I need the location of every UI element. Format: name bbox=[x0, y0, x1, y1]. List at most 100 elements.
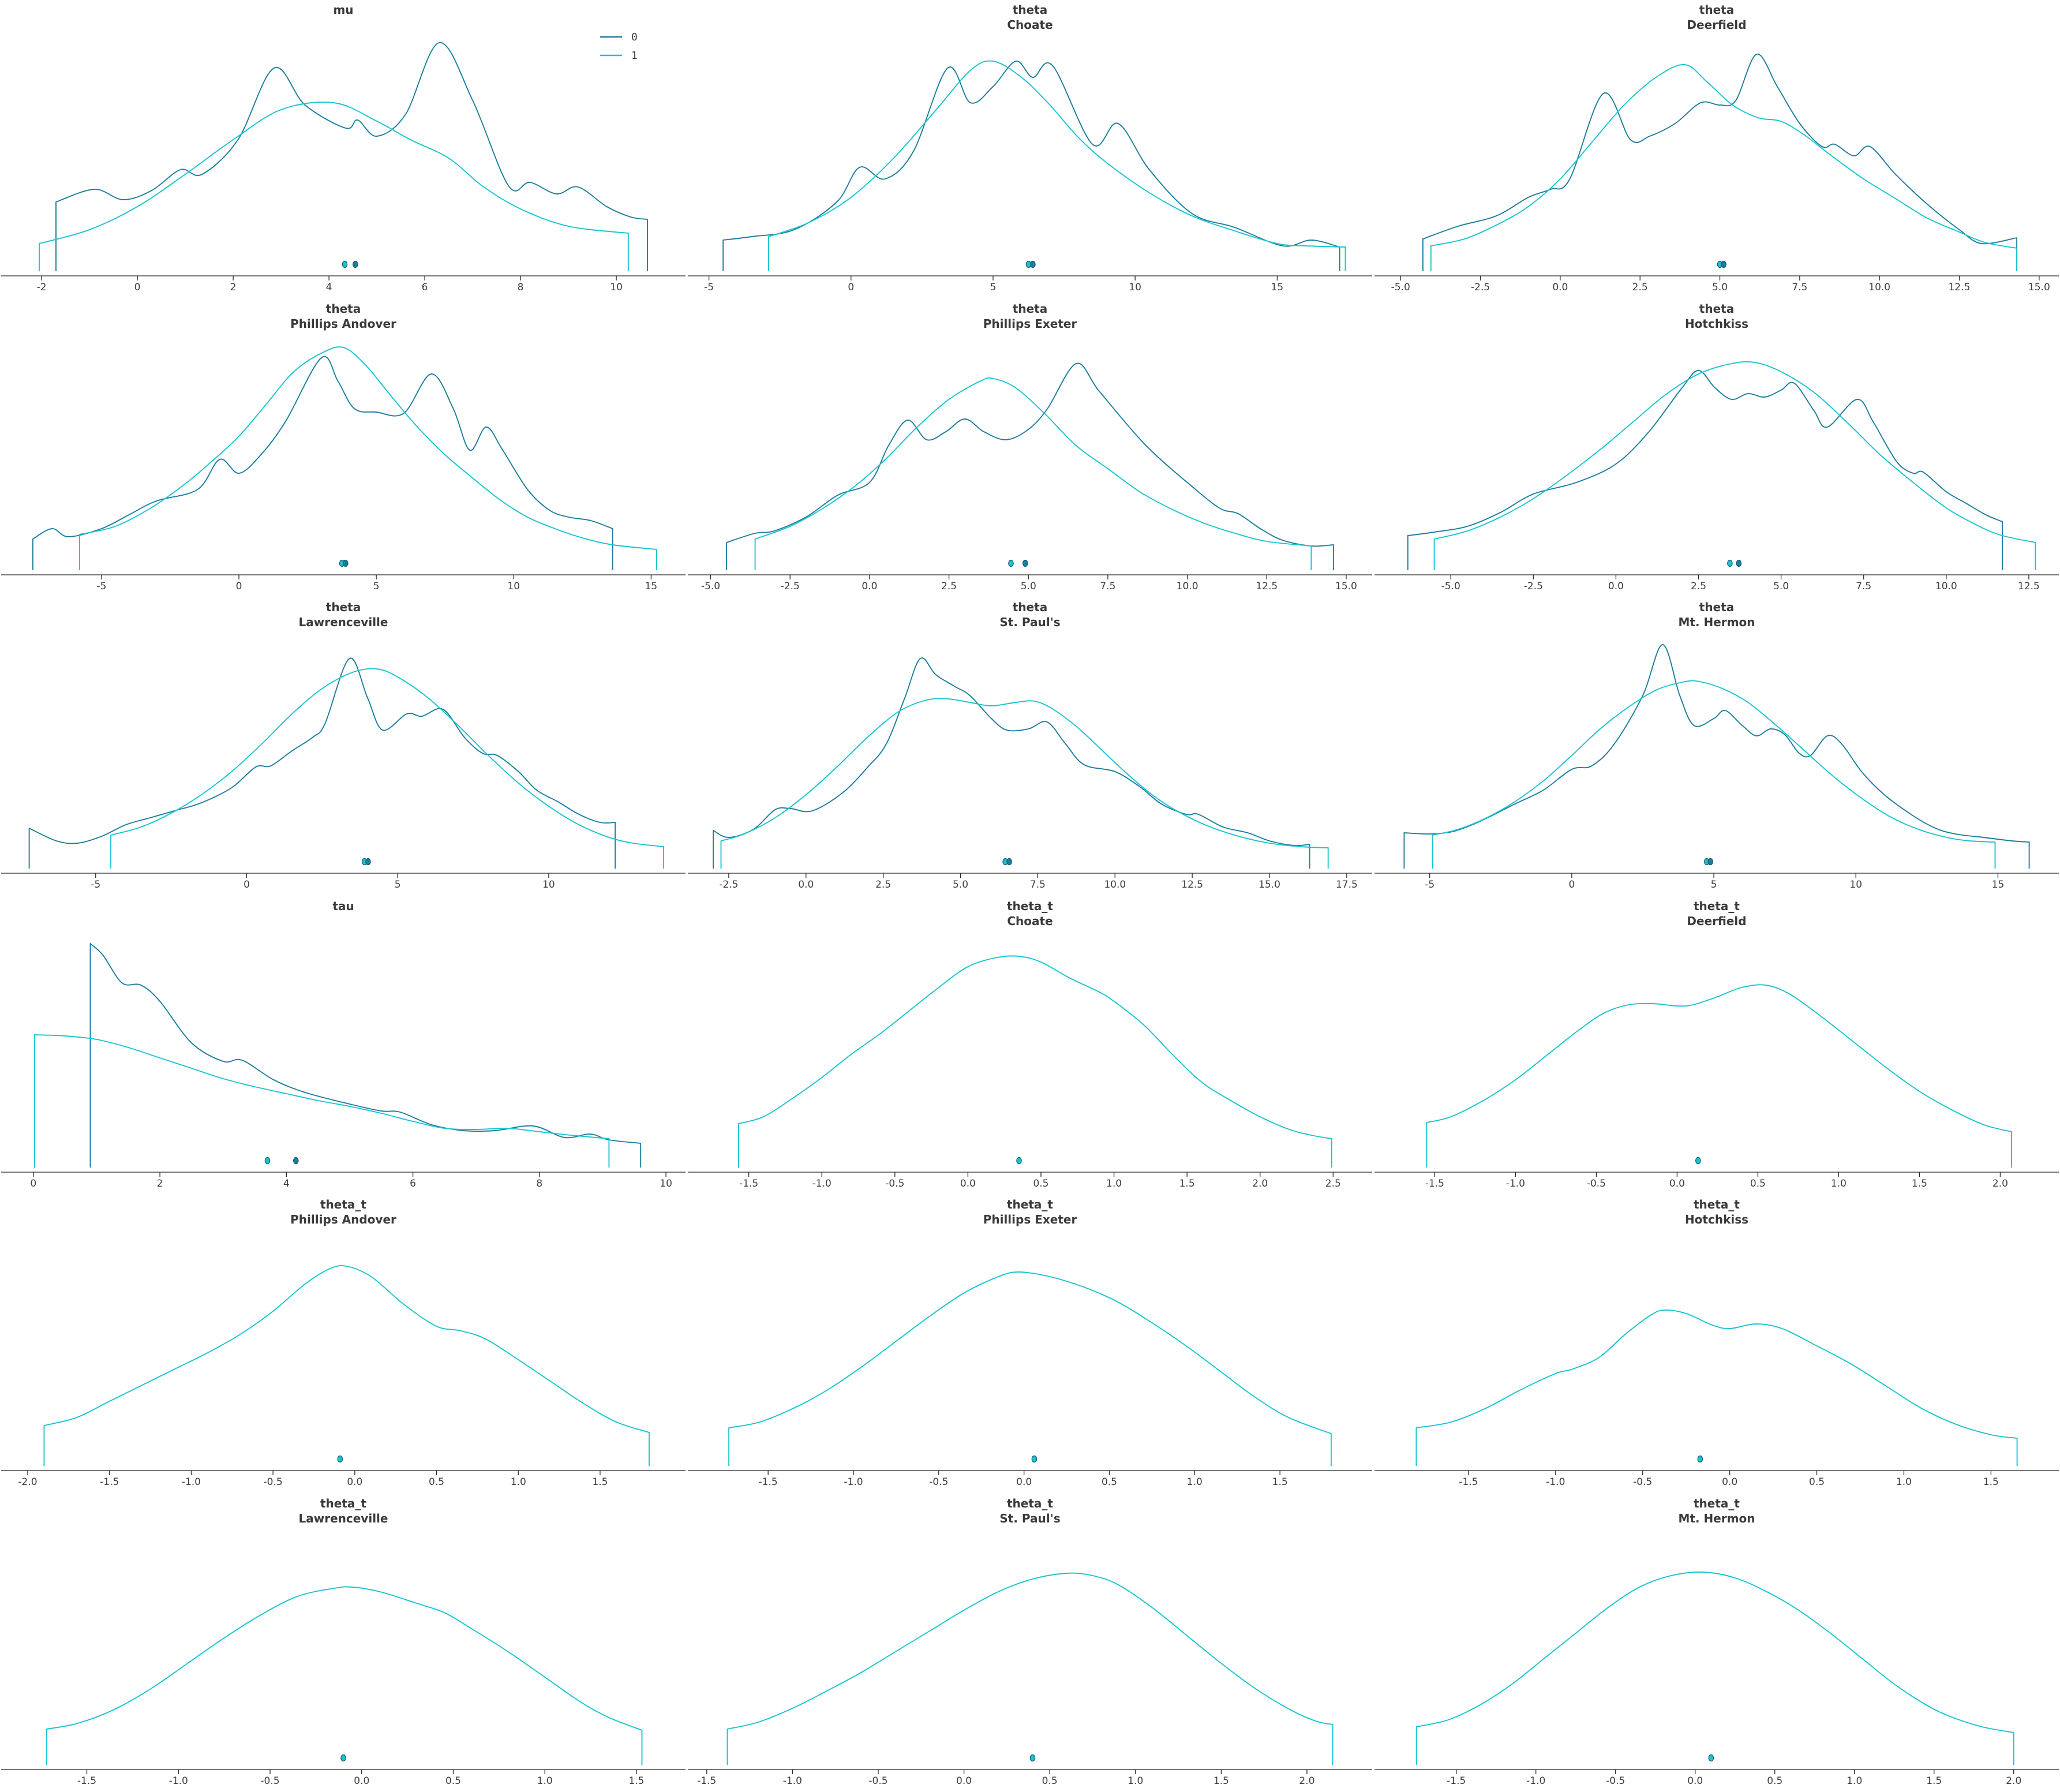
plot-title-line: theta_t bbox=[1007, 1497, 1053, 1510]
density-curve-chain-0 bbox=[32, 356, 613, 570]
x-axis-tick-label: -1.0 bbox=[1526, 1775, 1545, 1787]
x-axis-tick-label: -5 bbox=[91, 879, 100, 891]
point-estimate-dot bbox=[337, 1455, 343, 1463]
x-axis-tick-label: 1.0 bbox=[1896, 1476, 1912, 1488]
x-axis-tick-label: 10.0 bbox=[1104, 879, 1126, 891]
x-axis-tick-label: -5.0 bbox=[1441, 581, 1460, 592]
x-axis-tick-label: 17.5 bbox=[1336, 879, 1358, 891]
x-axis-tick-label: -0.5 bbox=[264, 1476, 283, 1488]
x-axis-tick-label: 10 bbox=[1849, 879, 1862, 891]
plot-title-line: Lawrenceville bbox=[299, 1512, 388, 1525]
subplot-theta_t_deerfield: theta_t Deerfield -1.5 -1.0 -0.5 0.0 0.5 1.0 1.5… bbox=[1373, 896, 2060, 1195]
plot-title-line: Phillips Andover bbox=[290, 317, 396, 331]
density-curve-chain-0 bbox=[55, 42, 648, 271]
x-axis-tick-label: -1.0 bbox=[1546, 1476, 1565, 1488]
x-axis-tick-label: 12.5 bbox=[1181, 879, 1203, 891]
plot-title-line: Choate bbox=[1007, 18, 1053, 32]
x-axis-tick-label: -1.0 bbox=[1506, 1178, 1525, 1189]
x-axis-tick-label: 2.0 bbox=[1299, 1775, 1314, 1787]
x-axis-tick-label: 0.0 bbox=[1016, 1476, 1032, 1488]
density-curve-chain-0 bbox=[28, 657, 616, 869]
x-axis-tick-label: -0.5 bbox=[1633, 1476, 1652, 1488]
x-axis-tick-label: 6 bbox=[410, 1178, 416, 1189]
x-axis-tick-label: 1.5 bbox=[1926, 1775, 1942, 1787]
x-axis-tick-label: 0.0 bbox=[956, 1775, 972, 1787]
x-axis-tick-label: 0.0 bbox=[1687, 1775, 1703, 1787]
plot-title-line: Lawrenceville bbox=[299, 615, 388, 629]
x-axis-tick-label: 10 bbox=[542, 879, 555, 891]
x-axis-tick-label: 10.0 bbox=[1868, 282, 1890, 293]
point-estimate-dot bbox=[1695, 1157, 1701, 1164]
x-axis-tick-label: -1.0 bbox=[169, 1775, 188, 1787]
x-axis-tick-label: 0.5 bbox=[445, 1775, 461, 1787]
plot-title-line: Phillips Exeter bbox=[983, 1213, 1077, 1226]
point-estimate-dot bbox=[1030, 260, 1036, 268]
x-axis-tick-label: 5 bbox=[1711, 879, 1717, 891]
x-axis-tick-label: -2.5 bbox=[1471, 282, 1490, 293]
density-curve-chain-1 bbox=[1415, 1310, 2018, 1466]
x-axis-tick-label: -1.5 bbox=[1447, 1775, 1466, 1787]
x-axis-tick-label: 2.5 bbox=[1632, 282, 1648, 293]
x-axis-tick-label: 0.5 bbox=[1033, 1178, 1048, 1189]
point-estimate-dot bbox=[1721, 260, 1726, 268]
x-axis-tick-label: 0.0 bbox=[354, 1775, 369, 1787]
x-axis-tick-label: -1.5 bbox=[1425, 1178, 1444, 1189]
point-estimate-dot bbox=[1707, 858, 1713, 866]
point-estimate-dot bbox=[1736, 559, 1742, 567]
x-axis-tick-label: 10 bbox=[1129, 282, 1141, 293]
x-axis-tick-label: 2.0 bbox=[2006, 1775, 2021, 1787]
density-plot-svg: theta_t Hotchkiss -1.5 -1.0 -0.5 0.0 0.5 1.0 1.5 bbox=[1374, 1198, 2059, 1488]
density-curve-chain-1 bbox=[1415, 1571, 2014, 1765]
plot-title-line: theta bbox=[1013, 600, 1047, 614]
plot-title-line: tau bbox=[332, 899, 354, 913]
x-axis-tick-label: -1.5 bbox=[697, 1775, 716, 1787]
x-axis-tick-label: 5.0 bbox=[1021, 581, 1036, 592]
x-axis-tick-label: 5.0 bbox=[1773, 581, 1789, 592]
plot-title-line: theta bbox=[1699, 600, 1734, 614]
x-axis-tick-label: 1.5 bbox=[1912, 1178, 1927, 1189]
legend-label-1: 1 bbox=[631, 50, 638, 62]
x-axis-tick-label: 2.5 bbox=[1325, 1178, 1341, 1189]
x-axis-tick-label: 0 bbox=[244, 879, 250, 891]
subplot-theta_lawrenceville: theta Lawrenceville -5 0 5 10 bbox=[0, 597, 687, 896]
density-curve-chain-1 bbox=[43, 1264, 650, 1466]
x-axis-tick-label: 7.5 bbox=[1100, 581, 1115, 592]
x-axis-tick-label: 5.0 bbox=[1712, 282, 1728, 293]
subplot-theta_phillips_andover: theta Phillips Andover -5 0 5 10 15 bbox=[0, 299, 687, 598]
x-axis-tick-label: 5 bbox=[373, 581, 380, 592]
plot-title-line: mu bbox=[333, 3, 353, 17]
plot-title-line: Mt. Hermon bbox=[1678, 615, 1755, 629]
x-axis-tick-label: 15 bbox=[645, 581, 658, 592]
density-curve-chain-0 bbox=[89, 942, 642, 1168]
x-axis-tick-label: 0.0 bbox=[798, 879, 814, 891]
subplot-theta_choate: theta Choate -5 0 5 10 15 bbox=[687, 0, 1373, 299]
x-axis-tick-label: 6 bbox=[422, 282, 428, 293]
x-axis-tick-label: 0.5 bbox=[1750, 1178, 1766, 1189]
plot-title-line: theta_t bbox=[320, 1497, 366, 1510]
density-curve-chain-1 bbox=[728, 1271, 1332, 1466]
plot-title-line: St. Paul's bbox=[999, 615, 1060, 629]
x-axis-tick-label: -2.5 bbox=[1524, 581, 1543, 592]
x-axis-tick-label: -2.0 bbox=[18, 1476, 37, 1488]
plot-title-line: theta bbox=[1699, 302, 1734, 316]
density-plot-svg: mu -2 0 2 4 6 8 10 0 1 bbox=[1, 3, 686, 293]
x-axis-tick-label: 2.5 bbox=[875, 879, 891, 891]
plot-title-line: Deerfield bbox=[1687, 914, 1746, 928]
point-estimate-dot bbox=[343, 559, 349, 567]
density-plot-svg: theta_t Lawrenceville -1.5 -1.0 -0.5 0.0 0.5 1.… bbox=[1, 1497, 686, 1787]
x-axis-tick-label: -1.0 bbox=[812, 1178, 832, 1189]
density-curve-chain-1 bbox=[1432, 680, 1996, 869]
x-axis-tick-label: 12.5 bbox=[1949, 282, 1971, 293]
plot-title-line: theta bbox=[1699, 3, 1734, 17]
x-axis-tick-label: 1.0 bbox=[1846, 1775, 1862, 1787]
subplot-theta_mt_hermon: theta Mt. Hermon -5 0 5 10 15 bbox=[1373, 597, 2060, 896]
x-axis-tick-label: 0.5 bbox=[1102, 1476, 1117, 1488]
subplot-theta_t_phillips_andover: theta_t Phillips Andover -2.0 -1.5 -1.0 -0.5 0… bbox=[0, 1195, 687, 1494]
x-axis-tick-label: -1.5 bbox=[100, 1476, 119, 1488]
x-axis-tick-label: 1.5 bbox=[1213, 1775, 1229, 1787]
point-estimate-dot bbox=[352, 260, 358, 268]
